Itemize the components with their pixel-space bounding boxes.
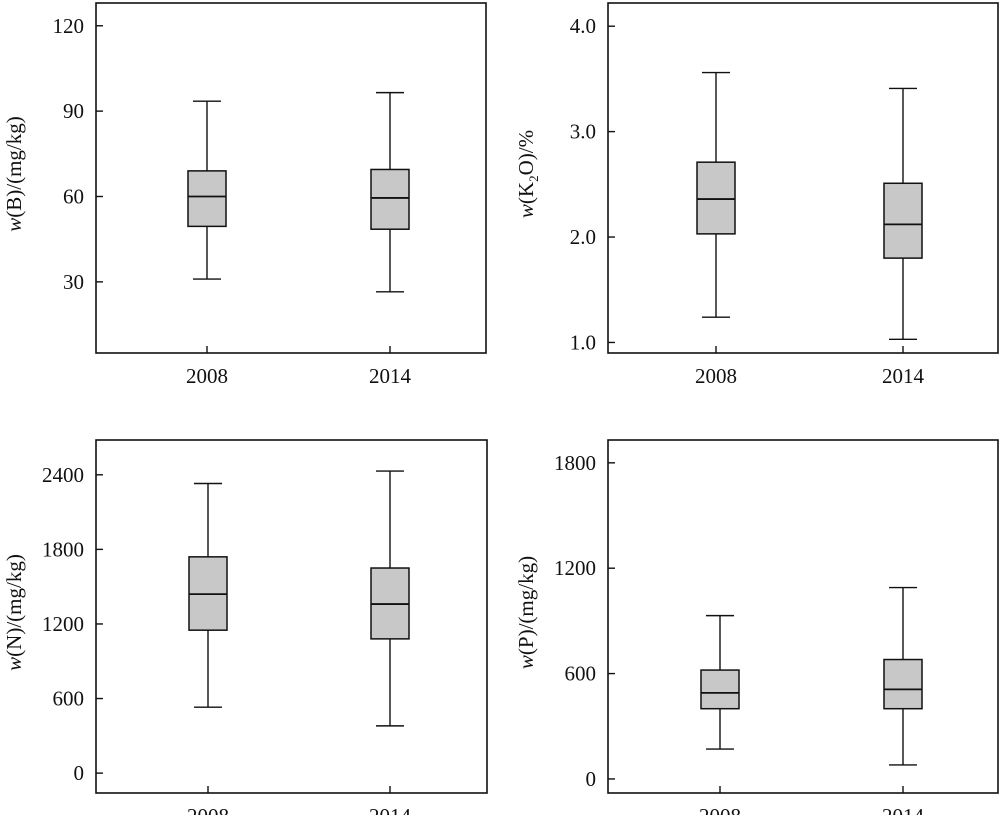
box-2014 bbox=[370, 470, 410, 727]
y-axis-label-part: 2 bbox=[526, 175, 541, 182]
y-tick-label: 600 bbox=[565, 662, 597, 686]
y-axis-label-part: w bbox=[514, 204, 538, 218]
plot-frame bbox=[95, 2, 487, 354]
iqr-box bbox=[187, 170, 227, 228]
plot-frame bbox=[607, 2, 999, 354]
y-tick-label: 2.0 bbox=[570, 225, 596, 249]
box-plot-panel-1: 30 60 90 120 2008 2014 w(B)/(mg/kg) bbox=[2, 2, 487, 388]
y-axis-label-part: O)/% bbox=[514, 130, 538, 176]
y-axis-label-part: (N)/(mg/kg) bbox=[2, 554, 26, 657]
y-axis-label: w(B)/(mg/kg) bbox=[2, 116, 26, 232]
y-axis-label-part: (B)/(mg/kg) bbox=[2, 116, 26, 217]
iqr-box bbox=[883, 182, 923, 259]
y-tick-label: 4.0 bbox=[570, 14, 596, 38]
box-2014 bbox=[370, 91, 410, 293]
iqr-box bbox=[883, 658, 923, 710]
y-axis-label: w(N)/(mg/kg) bbox=[2, 554, 26, 671]
y-axis-label: w(K2O)/% bbox=[514, 130, 541, 218]
y-tick-label: 60 bbox=[63, 184, 84, 208]
box-2008 bbox=[696, 71, 736, 318]
x-tick-label: 2014 bbox=[882, 364, 925, 388]
iqr-box bbox=[370, 168, 410, 230]
y-axis-label-part: (P)/(mg/kg) bbox=[514, 556, 538, 655]
x-tick-label: 2014 bbox=[369, 804, 412, 815]
y-tick-label: 30 bbox=[63, 270, 84, 294]
x-tick-label: 2008 bbox=[695, 364, 737, 388]
y-tick-label: 1200 bbox=[554, 556, 596, 580]
box-plot-panel-2: 1.0 2.0 3.0 4.0 2008 2014 w(K2O)/% bbox=[514, 2, 999, 388]
y-axis-label-part: w bbox=[2, 657, 26, 671]
y-tick-label: 600 bbox=[53, 687, 85, 711]
y-tick-label: 0 bbox=[586, 767, 597, 791]
x-tick-label: 2014 bbox=[882, 804, 925, 815]
y-axis-label-part: w bbox=[514, 655, 538, 669]
y-tick-label: 1200 bbox=[42, 612, 84, 636]
plot-frame bbox=[95, 439, 488, 794]
y-axis-label-part: w bbox=[2, 218, 26, 232]
y-tick-label: 0 bbox=[74, 761, 85, 785]
y-tick-label: 1800 bbox=[42, 537, 84, 561]
box-plot-panel-3: 0 600 1200 1800 2400 2008 2014 w(N)/(mg/kg) bbox=[2, 439, 488, 815]
iqr-box bbox=[696, 161, 736, 235]
y-axis-label-part: (K bbox=[514, 182, 538, 204]
x-tick-label: 2014 bbox=[369, 364, 412, 388]
x-tick-label: 2008 bbox=[699, 804, 741, 815]
y-tick-label: 2400 bbox=[42, 463, 84, 487]
plot-frame bbox=[607, 439, 999, 794]
iqr-box bbox=[700, 669, 740, 710]
x-tick-label: 2008 bbox=[187, 804, 229, 815]
box-plot-panel-4: 0 600 1200 1800 2008 2014 w(P)/(mg/kg) bbox=[514, 439, 999, 815]
box-2008 bbox=[700, 614, 740, 750]
box-2008 bbox=[187, 100, 227, 280]
y-tick-label: 90 bbox=[63, 99, 84, 123]
x-tick-label: 2008 bbox=[186, 364, 228, 388]
y-tick-label: 120 bbox=[53, 14, 85, 38]
y-axis-label: w(P)/(mg/kg) bbox=[514, 556, 538, 669]
box-2014 bbox=[883, 586, 923, 766]
y-tick-label: 3.0 bbox=[570, 120, 596, 144]
box-2014 bbox=[883, 87, 923, 340]
box-2008 bbox=[188, 482, 228, 708]
y-tick-label: 1800 bbox=[554, 451, 596, 475]
y-tick-label: 1.0 bbox=[570, 330, 596, 354]
